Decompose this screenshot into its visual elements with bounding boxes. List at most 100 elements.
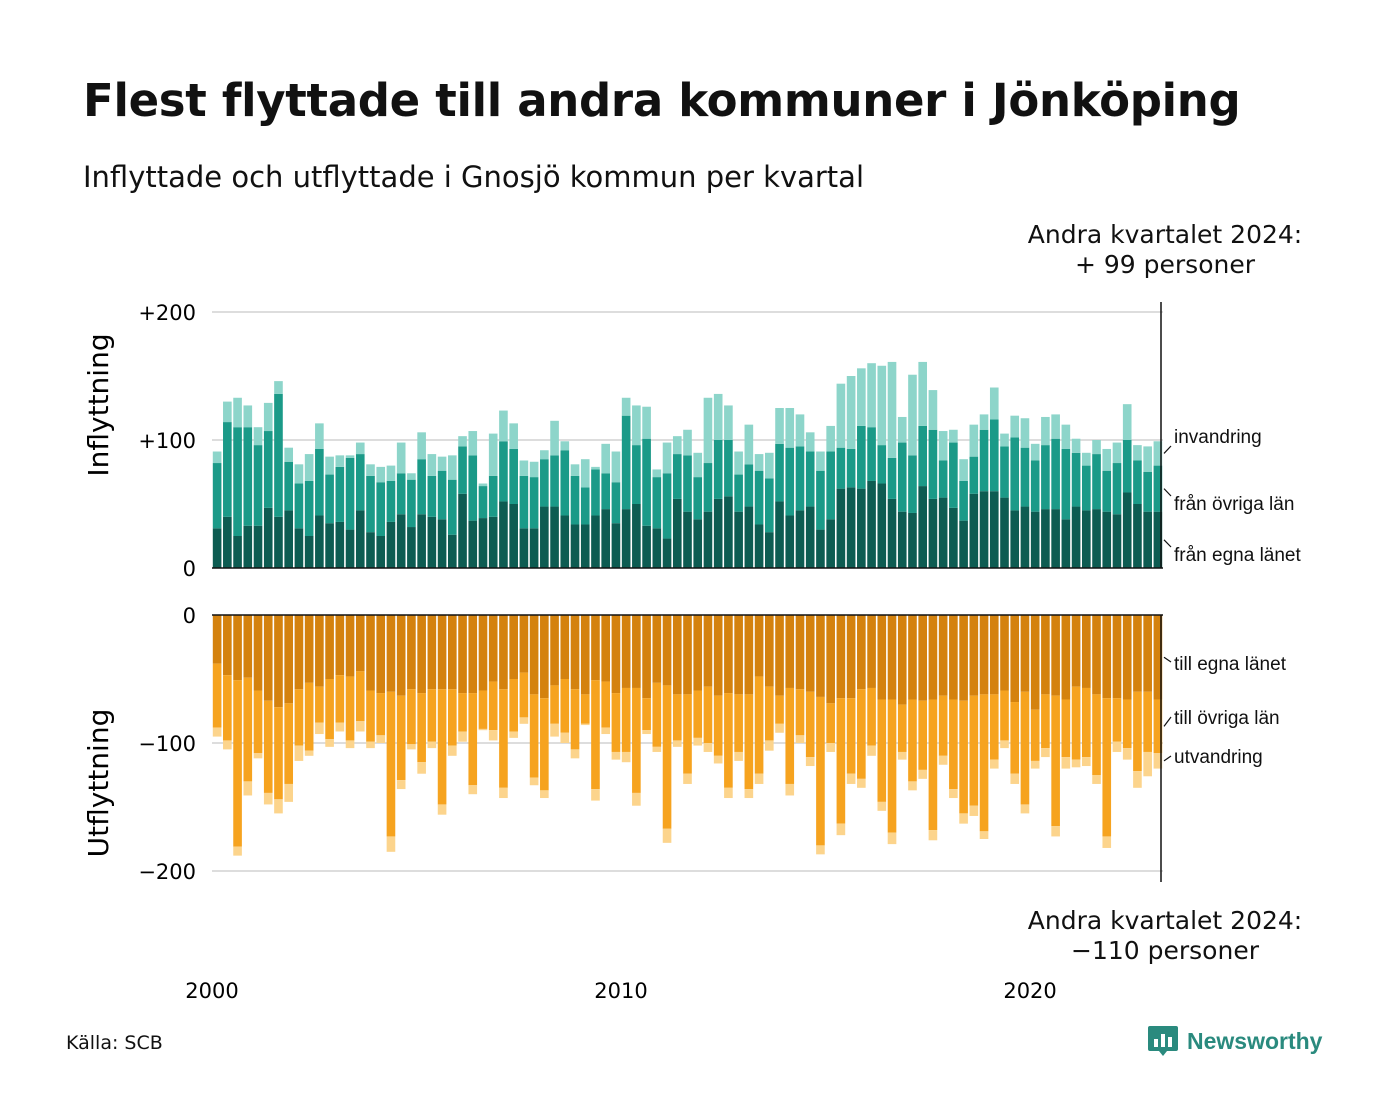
outflow-bar-segment <box>519 672 529 718</box>
inflow-bar-segment <box>499 501 508 568</box>
outflow-bar-segment <box>263 700 273 793</box>
inflow-bar-segment <box>274 516 283 568</box>
inflow-bar-segment <box>877 483 887 568</box>
inflow-bar-segment <box>1133 504 1142 568</box>
outflow-bar-segment <box>407 744 416 750</box>
outflow-bar-segment <box>826 743 835 752</box>
inflow-bar-segment <box>366 475 375 533</box>
outflow-bar-segment <box>1122 615 1132 700</box>
inflow-bar-segment <box>846 487 856 568</box>
inflow-bar-segment <box>1153 511 1163 568</box>
outflow-bar-segment <box>458 693 467 732</box>
inflow-bar-segment <box>529 477 539 529</box>
inflow-bar-segment <box>1102 470 1112 512</box>
inflow-bar-segment <box>335 521 345 568</box>
outflow-bar-segment <box>795 689 805 736</box>
outflow-bar-segment <box>591 615 600 681</box>
series-label: från egna länet <box>1174 545 1301 566</box>
inflow-bar-segment <box>867 363 876 428</box>
inflow-bar-segment <box>1133 445 1142 461</box>
outflow-bar-segment <box>928 615 938 700</box>
inflow-bar-segment <box>959 480 968 521</box>
outflow-bar-segment <box>325 679 334 740</box>
outflow-bar-segment <box>519 717 529 724</box>
outflow-bar-segment <box>724 693 733 788</box>
outflow-bar-segment <box>652 682 662 747</box>
outflow-bar-segment <box>621 751 631 763</box>
inflow-bar-segment <box>294 464 304 484</box>
inflow-bar-segment <box>243 525 253 568</box>
inflow-bar-segment <box>560 441 570 451</box>
inflow-bar-segment <box>1092 440 1101 455</box>
inflow-bar-segment <box>315 448 324 516</box>
outflow-bar-segment <box>1102 698 1112 837</box>
inflow-bar-segment <box>683 429 692 456</box>
outflow-bar-segment <box>1030 760 1040 769</box>
inflow-bar-segment <box>887 457 897 499</box>
inflow-bar-segment <box>294 528 304 568</box>
outflow-bar-segment <box>335 722 345 732</box>
page-subtitle: Inflyttade och utflyttade i Gnosjö kommu… <box>83 160 865 194</box>
outflow-bar-segment <box>775 615 784 696</box>
outflow-bar-segment <box>1102 836 1112 848</box>
inflow-bar-segment <box>805 506 815 568</box>
inflow-bar-segment <box>764 452 774 479</box>
inflow-bar-segment <box>1041 445 1050 510</box>
outflow-bar-segment <box>345 740 355 749</box>
outflow-bar-segment <box>918 700 928 770</box>
outflow-bar-segment <box>294 745 304 761</box>
inflow-bar-segment <box>366 464 375 476</box>
outflow-bar-segment <box>1133 771 1142 788</box>
inflow-bar-segment <box>724 440 733 497</box>
outflow-bar-segment <box>274 707 283 800</box>
series-label: utvandring <box>1174 747 1263 768</box>
inflow-bar-segment <box>642 406 651 439</box>
outflow-bar-segment <box>427 741 437 749</box>
outflow-bar-segment <box>652 746 662 752</box>
annotation-value: + 99 personer <box>1074 250 1255 279</box>
outflow-bar-segment <box>499 787 508 799</box>
inflow-bar-segment <box>734 474 743 512</box>
outflow-bar-segment <box>458 615 467 694</box>
inflow-bar-segment <box>1081 510 1091 568</box>
outflow-bar-segment <box>785 687 795 784</box>
inflow-bar-segment <box>1041 416 1050 446</box>
outflow-bar-segment <box>468 785 478 795</box>
inflow-bar-segment <box>632 405 641 446</box>
outflow-bar-segment <box>1143 615 1152 692</box>
inflow-bar-segment <box>437 470 447 520</box>
inflow-bars <box>212 361 1163 568</box>
inflow-bar-segment <box>785 408 795 448</box>
inflow-bar-segment <box>437 519 447 568</box>
outflow-bar-segment <box>243 781 253 796</box>
outflow-bar-segment <box>540 790 549 799</box>
inflow-bar-segment <box>662 538 672 568</box>
outflow-bar-segment <box>223 615 232 676</box>
outflow-bar-segment <box>989 694 999 760</box>
inflow-bar-segment <box>274 393 283 517</box>
outflow-bar-segment <box>335 615 345 676</box>
inflow-bar-segment <box>243 427 253 526</box>
inflow-bar-segment <box>580 487 590 525</box>
outflow-bar-segment <box>836 823 846 836</box>
inflow-bar-segment <box>949 507 958 568</box>
inflow-bar-segment <box>580 524 590 568</box>
inflow-bar-segment <box>223 516 232 568</box>
outflow-bar-segment <box>315 722 324 735</box>
inflow-bar-segment <box>274 381 283 394</box>
inflow-bar-segment <box>795 414 805 447</box>
outflow-bar-segment <box>1041 694 1050 749</box>
outflow-bar-segment <box>611 615 621 694</box>
outflow-bar-segment <box>867 687 876 746</box>
outflow-bar-segment <box>1092 694 1101 775</box>
inflow-bar-segment <box>570 524 580 568</box>
inflow-bar-segment <box>509 423 518 449</box>
inflow-bar-segment <box>386 480 396 522</box>
outflow-bar-segment <box>243 677 253 782</box>
inflow-bar-segment <box>979 429 989 492</box>
outflow-bar-segment <box>540 698 549 791</box>
inflow-bar-segment <box>499 410 508 442</box>
inflow-bar-segment <box>805 451 815 507</box>
inflow-bar-segment <box>1143 446 1152 472</box>
outflow-bar-segment <box>386 836 396 852</box>
